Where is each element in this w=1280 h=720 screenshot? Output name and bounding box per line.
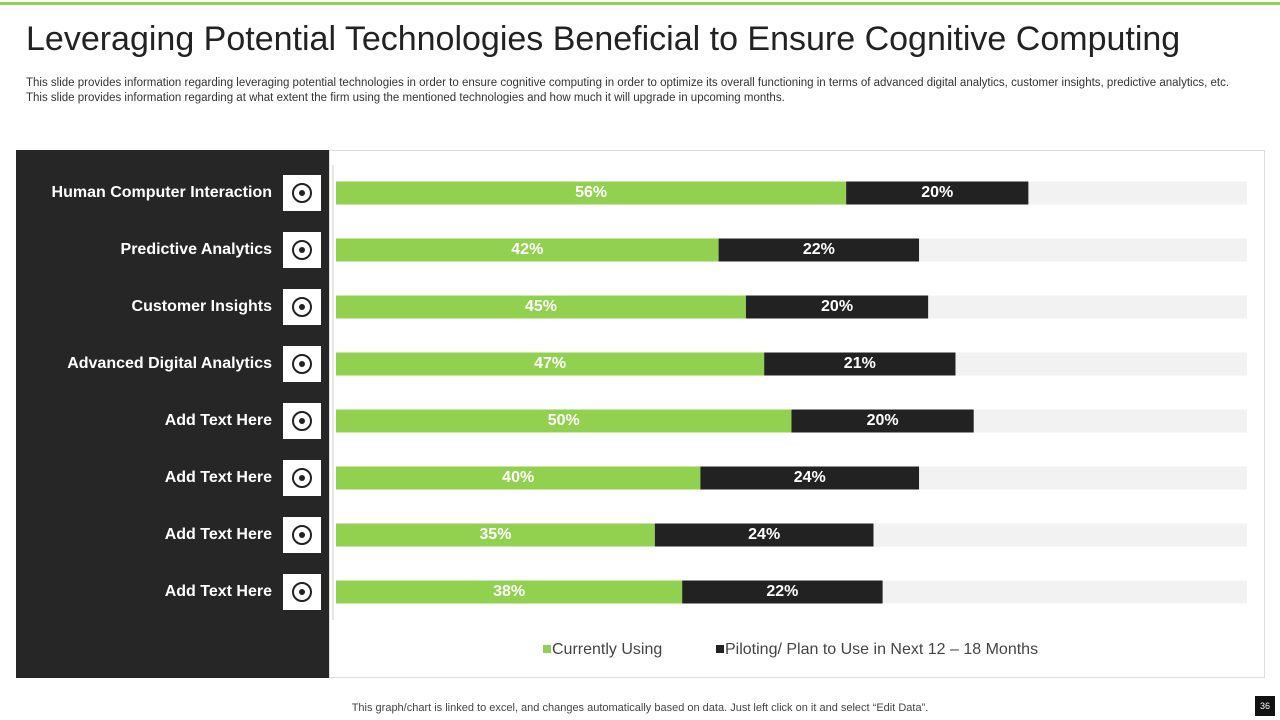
category-label: Advanced Digital Analytics	[67, 355, 272, 372]
icon-glyph	[299, 475, 305, 481]
bar-segment	[336, 466, 701, 490]
category-label: Add Text Here	[165, 583, 272, 600]
value-label: 47%	[534, 355, 566, 372]
bar-segment	[336, 295, 746, 319]
value-label: 22%	[766, 583, 798, 600]
bar-segment	[846, 181, 1029, 205]
icon-glyph	[292, 297, 312, 317]
icon-glyph	[292, 411, 312, 431]
page-number: 36	[1255, 696, 1275, 716]
label-panel	[16, 150, 329, 678]
icon-glyph	[292, 525, 312, 545]
icon-glyph	[299, 532, 305, 538]
slide-title: Leveraging Potential Technologies Benefi…	[26, 20, 1181, 58]
category-label: Customer Insights	[132, 298, 273, 315]
icon-glyph	[292, 582, 312, 602]
legend-swatch	[716, 645, 724, 653]
bar-segment	[336, 352, 765, 376]
value-label: 24%	[794, 469, 826, 486]
category-label: Predictive Analytics	[121, 241, 273, 258]
legend-swatch	[543, 645, 551, 653]
bar-segment	[700, 466, 920, 490]
icon-glyph	[299, 304, 305, 310]
bar-segment	[336, 238, 719, 262]
value-label: 22%	[803, 241, 835, 258]
category-label: Add Text Here	[165, 469, 272, 486]
icon-glyph	[292, 183, 312, 203]
value-label: 42%	[511, 241, 543, 258]
bar-segment	[336, 523, 655, 547]
accent-line	[0, 2, 1280, 5]
bar-segment	[764, 352, 956, 376]
value-label: 20%	[867, 412, 899, 429]
value-label: 24%	[748, 526, 780, 543]
bar-segment	[745, 295, 929, 319]
category-label: Human Computer Interaction	[52, 184, 272, 201]
legend-label: Piloting/ Plan to Use in Next 12 – 18 Mo…	[725, 641, 1038, 658]
icon-glyph	[299, 418, 305, 424]
bar-segment	[682, 580, 883, 604]
category-label: Add Text Here	[165, 526, 272, 543]
icon-glyph	[292, 468, 312, 488]
icon-glyph	[299, 190, 305, 196]
value-label: 56%	[575, 184, 607, 201]
value-label: 50%	[548, 412, 580, 429]
footer-note: This graph/chart is linked to excel, and…	[351, 702, 929, 714]
value-label: 20%	[921, 184, 953, 201]
bar-segment	[336, 580, 683, 604]
value-label: 38%	[493, 583, 525, 600]
bar-segment	[718, 238, 920, 262]
value-label: 20%	[821, 298, 853, 315]
value-label: 40%	[502, 469, 534, 486]
value-label: 35%	[479, 526, 511, 543]
slide-description: This slide provides information regardin…	[26, 77, 1230, 104]
bar-segment	[336, 409, 792, 433]
bar-segment	[654, 523, 874, 547]
icon-glyph	[292, 240, 312, 260]
icon-glyph	[299, 247, 305, 253]
value-label: 45%	[525, 298, 557, 315]
bar-segment	[791, 409, 974, 433]
value-label: 21%	[844, 355, 876, 372]
icon-glyph	[299, 589, 305, 595]
bar-segment	[336, 181, 847, 205]
icon-glyph	[299, 361, 305, 367]
legend-label: Currently Using	[552, 641, 662, 658]
icon-glyph	[292, 354, 312, 374]
category-label: Add Text Here	[165, 412, 272, 429]
